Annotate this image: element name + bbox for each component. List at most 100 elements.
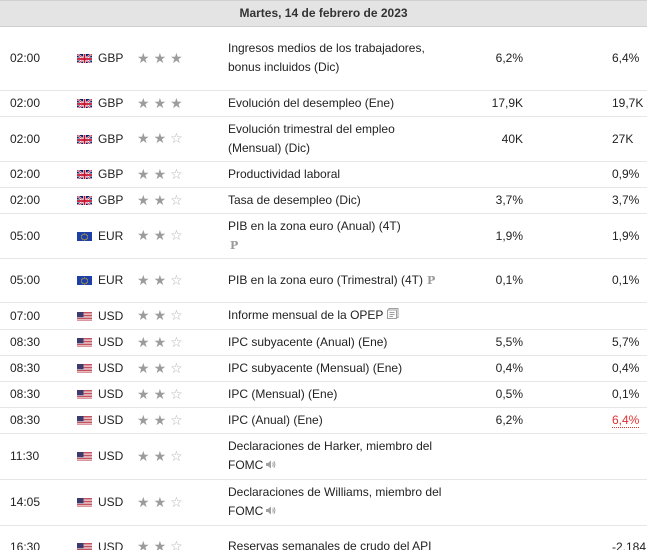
previous-value-cell <box>612 433 647 479</box>
star-filled-icon: ★ <box>153 359 167 376</box>
event-time: 08:30 <box>10 361 41 375</box>
gb-flag-icon <box>77 195 92 205</box>
event-row[interactable]: 05:00 EUR ★ ★ ☆ PIB en la zona euro (Anual) (… <box>0 213 647 258</box>
forecast-value <box>529 90 612 116</box>
actual-value <box>450 302 529 329</box>
event-row[interactable]: 08:30 USD ★ ★ ☆ IPC subyacente (Anual) (Ene) 5… <box>0 329 647 355</box>
event-row[interactable]: 16:30 USD ★ ★ ☆ Reservas semanales de crudo d… <box>0 525 647 550</box>
event-currency-cell: USD <box>72 479 137 525</box>
star-empty-icon: ☆ <box>170 447 183 464</box>
star-filled-icon: ★ <box>137 227 150 243</box>
event-name[interactable]: Tasa de desempleo (Dic) <box>228 192 361 207</box>
event-name-cell[interactable]: PIB en la zona euro (Anual) (4T) P <box>225 213 450 258</box>
event-name[interactable]: PIB en la zona euro (Anual) (4T) <box>228 218 401 233</box>
event-name[interactable]: PIB en la zona euro (Trimestral) (4T) <box>228 272 423 287</box>
event-name-cell[interactable]: IPC (Anual) (Ene) <box>225 407 450 433</box>
event-row[interactable]: 08:30 USD ★ ★ ☆ IPC subyacente (Mensual) (Ene… <box>0 355 647 381</box>
star-empty-icon: ☆ <box>170 130 183 146</box>
us-flag-icon <box>77 389 92 399</box>
importance-stars: ★ ★ ★ <box>137 27 225 90</box>
event-name-cell[interactable]: IPC (Mensual) (Ene) <box>225 381 450 407</box>
event-name[interactable]: Declaraciones de Harker, miembro del FOM… <box>228 438 433 472</box>
event-row[interactable]: 07:00 USD ★ ★ ☆ Informe mensual de la OPEP <box>0 302 647 329</box>
previous-value-cell <box>612 302 647 329</box>
event-currency-cell: GBP <box>72 27 137 90</box>
star-filled-icon: ★ <box>153 385 167 402</box>
importance-stars: ★ ★ ☆ <box>137 116 225 161</box>
event-row[interactable]: 02:00 GBP ★ ★ ☆ Productividad laboral 0,9% <box>0 161 647 187</box>
event-name[interactable]: IPC (Mensual) (Ene) <box>228 386 338 401</box>
previous-value-revised[interactable]: 6,4% <box>612 413 640 428</box>
actual-value: 6,2% <box>495 51 523 66</box>
event-row[interactable]: 11:30 USD ★ ★ ☆ Declaraciones de Harker, miem… <box>0 433 647 479</box>
previous-value-cell <box>612 479 647 525</box>
event-name-cell[interactable]: Declaraciones de Harker, miembro del FOM… <box>225 433 450 479</box>
star-filled-icon: ★ <box>137 49 150 66</box>
star-filled-icon: ★ <box>153 538 167 550</box>
event-name[interactable]: IPC subyacente (Anual) (Ene) <box>228 334 388 349</box>
event-row[interactable]: 14:05 USD ★ ★ ☆ Declaraciones de Williams, mi… <box>0 479 647 525</box>
event-name-cell[interactable]: Reservas semanales de crudo del API <box>225 525 450 550</box>
us-flag-icon <box>77 337 92 347</box>
star-filled-icon: ★ <box>153 447 167 464</box>
event-name-cell[interactable]: IPC subyacente (Mensual) (Ene) <box>225 355 450 381</box>
importance-stars: ★ ★ ☆ <box>137 525 225 550</box>
event-row[interactable]: 08:30 USD ★ ★ ☆ IPC (Mensual) (Ene) 0,5% 0,1% <box>0 381 647 407</box>
star-filled-icon: ★ <box>137 359 150 376</box>
event-time: 02:00 <box>10 96 41 110</box>
event-time: 05:00 <box>10 273 41 287</box>
report-icon[interactable] <box>387 307 399 322</box>
event-name[interactable]: Evolución del desempleo (Ene) <box>228 95 395 110</box>
event-name-cell[interactable]: Evolución trimestral del empleo (Mensual… <box>225 116 450 161</box>
previous-value-cell: 6,4% <box>612 27 647 90</box>
importance-stars: ★ ★ ☆ <box>137 329 225 355</box>
event-time: 05:00 <box>10 228 41 243</box>
event-currency-cell: GBP <box>72 187 137 213</box>
event-name-cell[interactable]: Informe mensual de la OPEP <box>225 302 450 329</box>
star-filled-icon: ★ <box>137 130 150 146</box>
event-row[interactable]: 02:00 GBP ★ ★ ☆ Tasa de desempleo (Dic) 3,7% 3,… <box>0 187 647 213</box>
event-time: 16:30 <box>10 539 41 550</box>
star-empty-icon: ☆ <box>170 359 183 376</box>
previous-value: 0,9% <box>612 167 640 181</box>
actual-value: 6,2% <box>495 413 523 427</box>
star-empty-icon: ☆ <box>170 538 183 550</box>
importance-stars: ★ ★ ☆ <box>137 407 225 433</box>
event-name[interactable]: Declaraciones de Williams, miembro del F… <box>228 484 442 518</box>
event-name-cell[interactable]: PIB en la zona euro (Trimestral) (4T) P <box>225 258 450 302</box>
currency-code: USD <box>98 539 124 550</box>
event-currency-cell: USD <box>72 355 137 381</box>
star-filled-icon: ★ <box>137 493 150 510</box>
event-row[interactable]: 02:00 GBP ★ ★ ★ Ingresos medios de los trabaj… <box>0 27 647 90</box>
event-row[interactable]: 08:30 USD ★ ★ ☆ IPC (Anual) (Ene) 6,2% 6,4% <box>0 407 647 433</box>
event-name[interactable]: Informe mensual de la OPEP <box>228 307 384 322</box>
event-name-cell[interactable]: Evolución del desempleo (Ene) <box>225 90 450 116</box>
star-filled-icon: ★ <box>153 191 167 208</box>
importance-stars: ★ ★ ☆ <box>137 433 225 479</box>
star-filled-icon: ★ <box>153 227 167 243</box>
event-currency-cell: GBP <box>72 116 137 161</box>
event-name[interactable]: IPC subyacente (Mensual) (Ene) <box>228 360 403 375</box>
previous-value-cell: 3,7% <box>612 187 647 213</box>
event-name-cell[interactable]: Productividad laboral <box>225 161 450 187</box>
forecast-value <box>529 258 612 302</box>
event-name-cell[interactable]: Ingresos medios de los trabajadores, bon… <box>225 27 450 90</box>
event-name[interactable]: IPC (Anual) (Ene) <box>228 412 323 427</box>
event-name[interactable]: Productividad laboral <box>228 166 341 181</box>
event-name-cell[interactable]: Declaraciones de Williams, miembro del F… <box>225 479 450 525</box>
event-time: 11:30 <box>10 449 40 463</box>
star-filled-icon: ★ <box>153 271 167 288</box>
event-row[interactable]: 02:00 GBP ★ ★ ★ Evolución del desempleo (Ene)… <box>0 90 647 116</box>
event-row[interactable]: 02:00 GBP ★ ★ ☆ Evolución trimestral del empl… <box>0 116 647 161</box>
star-filled-icon: ★ <box>137 538 150 550</box>
event-row[interactable]: 05:00 EUR ★ ★ ☆ PIB en la zona euro (Trimestr… <box>0 258 647 302</box>
event-name[interactable]: Ingresos medios de los trabajadores, bon… <box>228 41 425 75</box>
event-name-cell[interactable]: Tasa de desempleo (Dic) <box>225 187 450 213</box>
event-name-cell[interactable]: IPC subyacente (Anual) (Ene) <box>225 329 450 355</box>
event-name[interactable]: Reservas semanales de crudo del API <box>228 539 432 550</box>
actual-value <box>450 525 529 550</box>
previous-value: 5,7% <box>612 335 640 349</box>
event-name[interactable]: Evolución trimestral del empleo (Mensual… <box>228 121 395 155</box>
star-filled-icon: ★ <box>137 94 150 111</box>
